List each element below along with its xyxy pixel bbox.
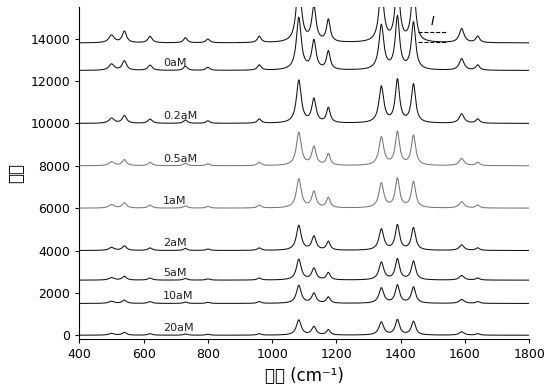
Text: 10aM: 10aM	[163, 291, 193, 301]
Text: 5aM: 5aM	[163, 268, 187, 278]
X-axis label: 波数 (cm⁻¹): 波数 (cm⁻¹)	[265, 367, 344, 385]
Text: 0.2aM: 0.2aM	[163, 111, 197, 121]
Y-axis label: 强度: 强度	[7, 163, 25, 183]
Text: I: I	[431, 15, 434, 28]
Text: 20aM: 20aM	[163, 323, 194, 333]
Text: 0aM: 0aM	[163, 58, 187, 68]
Text: 2aM: 2aM	[163, 238, 187, 249]
Text: 0.5aM: 0.5aM	[163, 154, 197, 164]
Text: 1aM: 1aM	[163, 196, 187, 206]
